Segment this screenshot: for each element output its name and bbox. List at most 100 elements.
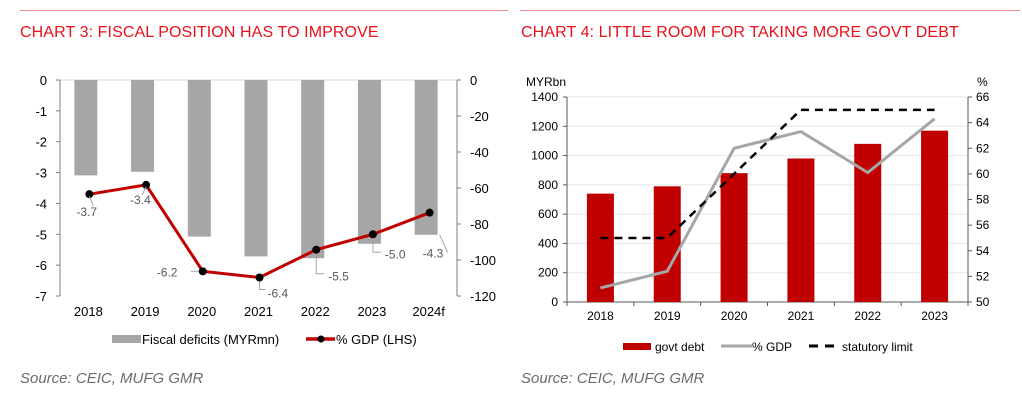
chart3-legend-bar-swatch <box>112 335 141 343</box>
chart4-legend-statutory: statutory limit <box>842 340 913 354</box>
chart3-legend-bars: Fiscal deficits (MYRmn) <box>142 332 279 347</box>
chart3-label-leader <box>439 234 449 253</box>
chart4-svg: MYRbn % 0 200 400 600 800 1000 1200 1400 50 52 54 56 5… <box>526 75 990 354</box>
chart4-right-tick-label: 52 <box>976 269 990 283</box>
chart3-gdp-point-2019 <box>142 180 151 189</box>
chart3-right-tick-label: -20 <box>470 109 489 124</box>
chart4-source: Source: CEIC, MUFG GMR <box>521 370 705 387</box>
chart3-right-tick-label: -40 <box>470 145 489 160</box>
chart4-right-tick-label: 50 <box>976 295 990 309</box>
chart4-statutory-line <box>600 108 935 240</box>
chart3-label-leader <box>88 195 94 207</box>
chart3-x-label: 2021 <box>244 304 273 319</box>
chart3-gdp-point-2020 <box>198 267 207 276</box>
chart4-top-rule <box>520 10 1020 11</box>
chart3-left-tick-label: -1 <box>35 104 47 119</box>
chart3-x-label: 2020 <box>187 304 216 319</box>
chart4-legend-bar-swatch <box>623 343 651 350</box>
chart3-data-label-2018: -3.7 <box>76 205 97 219</box>
chart4-bar-2018 <box>586 193 614 302</box>
chart4-bar-2023 <box>921 130 949 302</box>
chart4-left-tick-label: 200 <box>538 266 558 280</box>
chart4-x-label: 2020 <box>721 309 748 323</box>
chart3-right-tick-label: -80 <box>470 217 489 232</box>
chart3-x-label: 2024f <box>412 304 445 319</box>
chart4-x-label: 2018 <box>587 309 614 323</box>
chart4-legend-debt: govt debt <box>655 340 705 354</box>
chart3-data-label-2024f: -4.3 <box>423 247 444 261</box>
chart3-left-tick-label: -6 <box>35 258 47 273</box>
chart4-bar-2022 <box>854 143 882 302</box>
chart4-bar-2021 <box>787 158 815 302</box>
chart4-gdp-line <box>600 117 936 290</box>
chart3-right-tick-label: -100 <box>470 253 496 268</box>
chart3-data-label-2020: -6.2 <box>157 265 178 279</box>
chart4-right-tick-label: 54 <box>976 244 990 258</box>
chart3-left-tick-label: -2 <box>35 135 47 150</box>
chart4-x-label: 2019 <box>654 309 681 323</box>
chart4-right-tick-label: 58 <box>976 193 990 207</box>
chart4-right-tick-label: 64 <box>976 116 990 130</box>
chart3-bar-2022 <box>301 80 325 259</box>
chart3-gdp-point-2022 <box>312 245 321 254</box>
chart3-left-tick-label: -7 <box>35 289 47 304</box>
chart3-legend-line: % GDP (LHS) <box>336 332 417 347</box>
chart3-left-tick-label: -4 <box>35 196 47 211</box>
chart3-panel: CHART 3: FISCAL POSITION HAS TO IMPROVE … <box>0 0 510 401</box>
chart3-left-tick-label: -5 <box>35 227 47 242</box>
chart4-legend-gdp: % GDP <box>752 340 792 354</box>
chart4-left-axis-title: MYRbn <box>526 75 566 89</box>
chart4-bar-2019 <box>653 186 681 302</box>
chart4-x-label: 2021 <box>788 309 815 323</box>
chart3-gdp-point-2018 <box>85 190 94 199</box>
chart3-x-label: 2022 <box>301 304 330 319</box>
chart3-bar-2020 <box>187 80 211 237</box>
chart4-left-tick-label: 1400 <box>531 90 558 104</box>
chart3-legend-line-marker <box>317 335 325 343</box>
chart4-x-label: 2023 <box>921 309 948 323</box>
chart3-bar-2018 <box>74 80 98 176</box>
chart4-panel: CHART 4: LITTLE ROOM FOR TAKING MORE GOV… <box>512 0 1022 401</box>
chart3-left-tick-label: -3 <box>35 166 47 181</box>
chart3-gdp-point-2023 <box>368 230 377 239</box>
chart3-data-label-2019: -3.4 <box>130 193 151 207</box>
chart3-bar-2023 <box>357 80 381 244</box>
chart3-x-label: 2019 <box>131 304 160 319</box>
chart3-label-leader <box>141 186 147 196</box>
chart3-data-label-2021: -6.4 <box>268 286 289 300</box>
chart3-bar-2024f <box>414 80 438 235</box>
chart3-label-leader <box>259 281 266 290</box>
chart4-left-tick-label: 1200 <box>531 119 558 133</box>
chart3-data-label-2022: -5.5 <box>328 270 349 284</box>
chart3-right-tick-label: -120 <box>470 289 496 304</box>
chart4-right-tick-label: 60 <box>976 167 990 181</box>
chart3-x-label: 2018 <box>74 304 103 319</box>
chart4-left-tick-label: 800 <box>538 178 558 192</box>
chart4-left-tick-label: 600 <box>538 207 558 221</box>
chart3-gdp-point-2021 <box>255 273 264 282</box>
chart3-label-leader <box>372 238 381 253</box>
chart4-right-tick-label: 62 <box>976 141 990 155</box>
chart4-left-tick-label: 0 <box>551 295 558 309</box>
chart4-left-tick-label: 400 <box>538 236 558 250</box>
chart3-title: CHART 3: FISCAL POSITION HAS TO IMPROVE <box>20 24 379 41</box>
chart3-gdp-point-2024f <box>425 208 434 217</box>
chart4-bar-2020 <box>720 173 748 302</box>
chart3-bar-2019 <box>131 80 155 172</box>
chart3-label-leader <box>315 253 325 275</box>
chart4-right-axis-title: % <box>977 75 988 89</box>
chart3-bar-2021 <box>244 80 268 257</box>
chart4-right-tick-label: 56 <box>976 218 990 232</box>
chart3-right-tick-label: 0 <box>470 73 477 88</box>
chart4-x-label: 2022 <box>854 309 881 323</box>
chart3-svg: 0 -1 -2 -3 -4 -5 -6 -7 0 -20 -40 -60 -80 -100 -120 -3.7… <box>35 73 496 347</box>
chart3-source: Source: CEIC, MUFG GMR <box>20 370 204 387</box>
chart3-data-label-2023: -5.0 <box>385 247 406 261</box>
chart4-left-tick-label: 1000 <box>531 149 558 163</box>
chart4-title: CHART 4: LITTLE ROOM FOR TAKING MORE GOV… <box>521 24 959 41</box>
chart3-right-tick-label: -60 <box>470 181 489 196</box>
chart3-left-tick-label: 0 <box>40 73 47 88</box>
chart4-right-tick-label: 66 <box>976 90 990 104</box>
chart3-x-label: 2023 <box>357 304 386 319</box>
chart3-top-rule <box>20 10 508 11</box>
